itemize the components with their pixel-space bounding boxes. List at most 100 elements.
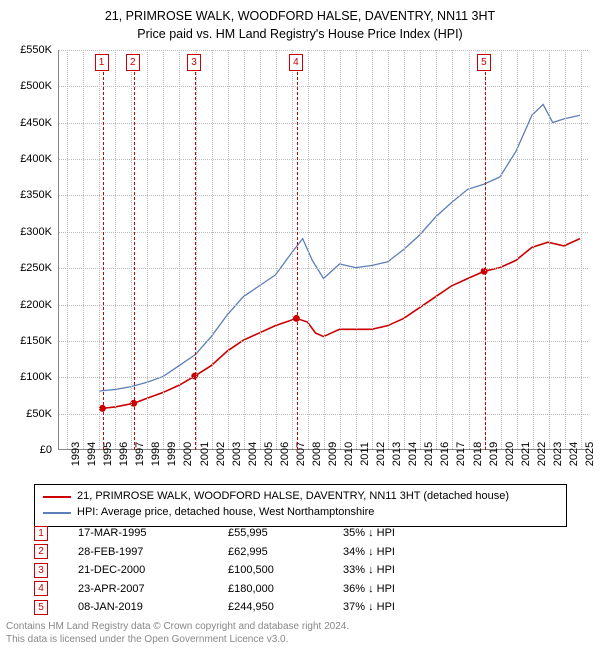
sale-date: 08-JAN-2019 — [78, 601, 228, 613]
xtick-label: 2010 — [343, 442, 355, 466]
chart-container: 21, PRIMROSE WALK, WOODFORD HALSE, DAVEN… — [0, 0, 600, 650]
event-marker-line — [485, 72, 486, 450]
xtick-label: 1997 — [134, 442, 146, 466]
xtick-label: 1996 — [118, 442, 130, 466]
event-marker-box: 4 — [289, 54, 303, 71]
gridline-v — [83, 50, 84, 449]
title-line-2: Price paid vs. HM Land Registry's House … — [0, 26, 600, 44]
legend-label-hpi: HPI: Average price, detached house, West… — [77, 505, 374, 521]
legend-item-hpi: HPI: Average price, detached house, West… — [43, 505, 558, 521]
sale-num-box: 4 — [34, 581, 48, 596]
sale-price: £244,950 — [228, 601, 343, 613]
sale-price: £62,995 — [228, 546, 343, 558]
xtick-label: 2006 — [279, 442, 291, 466]
legend-label-price-paid: 21, PRIMROSE WALK, WOODFORD HALSE, DAVEN… — [77, 489, 509, 505]
xtick-label: 2023 — [552, 442, 564, 466]
gridline-v — [469, 50, 470, 449]
sale-pct: 37% ↓ HPI — [343, 601, 395, 613]
gridline-v — [517, 50, 518, 449]
gridline-v — [533, 50, 534, 449]
gridline-v — [244, 50, 245, 449]
sale-price: £55,995 — [228, 527, 343, 539]
xtick-label: 2016 — [439, 442, 451, 466]
sale-num-box: 1 — [34, 526, 48, 541]
xtick-label: 2024 — [568, 442, 580, 466]
sale-price: £180,000 — [228, 583, 343, 595]
title-block: 21, PRIMROSE WALK, WOODFORD HALSE, DAVEN… — [0, 0, 600, 43]
gridline-v — [356, 50, 357, 449]
gridline-v — [147, 50, 148, 449]
sale-pct: 34% ↓ HPI — [343, 546, 395, 558]
xtick-label: 2011 — [359, 442, 371, 466]
xtick-label: 2001 — [199, 442, 211, 466]
sale-row: 228-FEB-1997£62,99534% ↓ HPI — [34, 543, 395, 562]
gridline-v — [436, 50, 437, 449]
gridline-v — [404, 50, 405, 449]
legend-swatch-hpi — [43, 512, 71, 514]
xtick-label: 2017 — [455, 442, 467, 466]
legend: 21, PRIMROSE WALK, WOODFORD HALSE, DAVEN… — [34, 484, 567, 527]
xtick-label: 2025 — [584, 442, 596, 466]
xtick-label: 2019 — [488, 442, 500, 466]
event-marker-line — [195, 72, 196, 450]
ytick-label: £50K — [4, 408, 52, 420]
sale-date: 28-FEB-1997 — [78, 546, 228, 558]
event-marker-box: 5 — [477, 54, 491, 71]
gridline-v — [115, 50, 116, 449]
event-marker-line — [297, 72, 298, 450]
sale-row: 1 17-MAR-1995£55,99535% ↓ HPI — [34, 524, 395, 543]
gridline-v — [372, 50, 373, 449]
event-marker-line — [134, 72, 135, 450]
ytick-label: £200K — [4, 299, 52, 311]
sale-price: £100,500 — [228, 564, 343, 576]
sale-row: 5 08-JAN-2019£244,95037% ↓ HPI — [34, 598, 395, 617]
sale-date: 17-MAR-1995 — [78, 527, 228, 539]
sale-pct: 35% ↓ HPI — [343, 527, 395, 539]
legend-swatch-price-paid — [43, 496, 71, 498]
sale-date: 23-APR-2007 — [78, 583, 228, 595]
gridline-v — [565, 50, 566, 449]
ytick-label: £250K — [4, 262, 52, 274]
gridline-v — [324, 50, 325, 449]
xtick-label: 2005 — [263, 442, 275, 466]
xtick-label: 2004 — [247, 442, 259, 466]
gridline-v — [99, 50, 100, 449]
event-marker-line — [103, 72, 104, 450]
event-marker-box: 3 — [187, 54, 201, 71]
xtick-label: 2020 — [504, 442, 516, 466]
gridline-v — [260, 50, 261, 449]
ytick-label: £550K — [4, 44, 52, 56]
gridline-v — [388, 50, 389, 449]
gridline-v — [581, 50, 582, 449]
sale-date: 21-DEC-2000 — [78, 564, 228, 576]
sale-row: 423-APR-2007£180,00036% ↓ HPI — [34, 580, 395, 599]
gridline-v — [452, 50, 453, 449]
chart-area: 12345 £0£50K£100K£150K£200K£250K£300K£35… — [58, 50, 588, 450]
xtick-label: 2003 — [231, 442, 243, 466]
legend-item-price-paid: 21, PRIMROSE WALK, WOODFORD HALSE, DAVEN… — [43, 489, 558, 505]
sale-num-box: 5 — [34, 600, 48, 615]
xtick-label: 2014 — [407, 442, 419, 466]
xtick-label: 1998 — [150, 442, 162, 466]
ytick-label: £500K — [4, 80, 52, 92]
gridline-v — [67, 50, 68, 449]
gridline-v — [212, 50, 213, 449]
xtick-label: 1994 — [86, 442, 98, 466]
footer: Contains HM Land Registry data © Crown c… — [6, 620, 349, 646]
xtick-label: 2021 — [520, 442, 532, 466]
ytick-label: £350K — [4, 189, 52, 201]
sale-num-box: 3 — [34, 563, 48, 578]
event-marker-box: 1 — [95, 54, 109, 71]
xtick-label: 2008 — [311, 442, 323, 466]
gridline-v — [131, 50, 132, 449]
xtick-label: 2018 — [472, 442, 484, 466]
gridline-v — [549, 50, 550, 449]
footer-line-2: This data is licensed under the Open Gov… — [6, 633, 349, 646]
xtick-label: 1993 — [70, 442, 82, 466]
ytick-label: £450K — [4, 117, 52, 129]
xtick-label: 2002 — [215, 442, 227, 466]
ytick-label: £400K — [4, 153, 52, 165]
footer-line-1: Contains HM Land Registry data © Crown c… — [6, 620, 349, 633]
gridline-v — [276, 50, 277, 449]
xtick-label: 2009 — [327, 442, 339, 466]
